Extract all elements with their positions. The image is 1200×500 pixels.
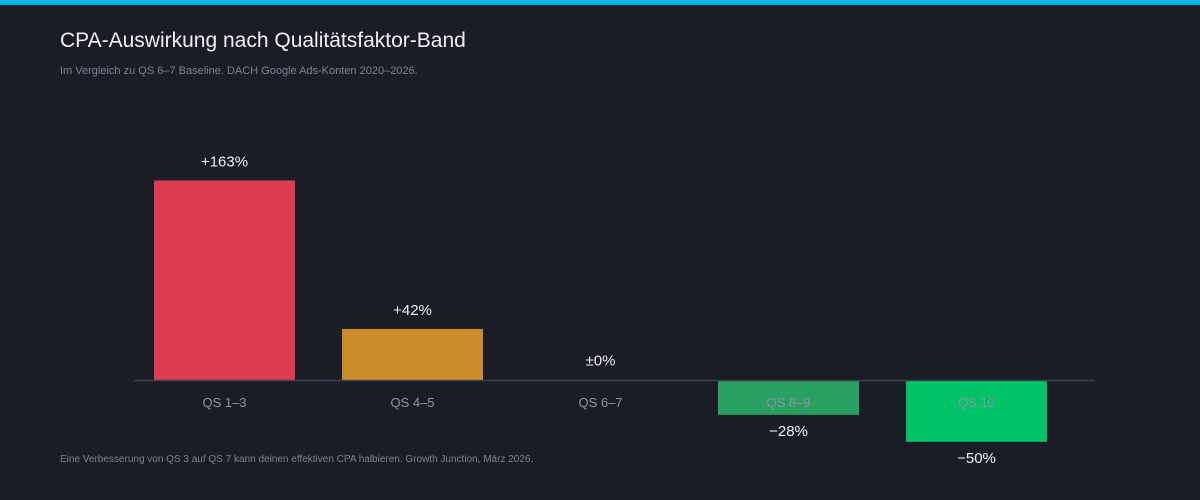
value-label-2: +42%: [393, 302, 432, 319]
bar-5: [906, 380, 1047, 442]
footer-note: Eine Verbesserung von QS 3 auf QS 7 kann…: [60, 454, 534, 465]
bar-2: [342, 328, 483, 381]
bar-4: [718, 380, 859, 415]
category-label-5: QS 10: [958, 395, 995, 410]
value-label-4: −28%: [769, 423, 808, 440]
value-label-1: +163%: [201, 154, 248, 171]
chart-title: CPA-Auswirkung nach Qualitätsfaktor-Band: [60, 29, 466, 52]
category-label-4: QS 8–9: [766, 395, 810, 410]
accent-bar: [0, 0, 1200, 5]
category-label-1: QS 1–3: [202, 395, 246, 410]
value-label-5: −50%: [957, 450, 996, 467]
bar-1: [154, 180, 295, 381]
value-label-3: ±0%: [586, 353, 616, 370]
chart-subtitle: Im Vergleich zu QS 6–7 Baseline. DACH Go…: [60, 65, 418, 77]
category-label-3: QS 6–7: [578, 395, 622, 410]
category-label-2: QS 4–5: [390, 395, 434, 410]
